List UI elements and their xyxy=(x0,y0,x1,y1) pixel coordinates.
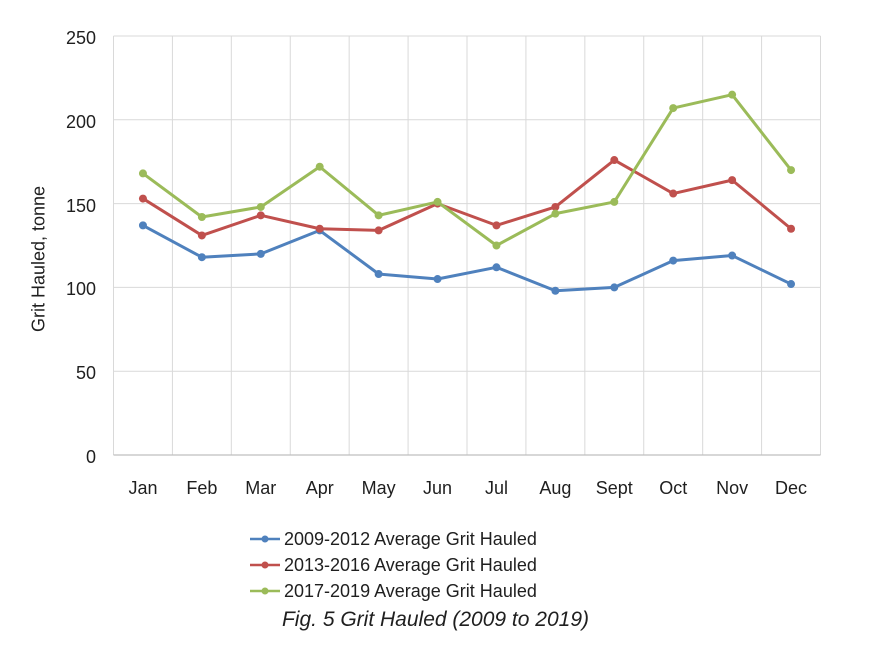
data-point-marker xyxy=(197,213,206,222)
data-point-marker xyxy=(728,176,737,185)
data-point-marker xyxy=(610,156,619,165)
legend-line-marker-icon xyxy=(250,535,280,543)
data-point-marker xyxy=(374,269,383,278)
data-point-marker xyxy=(433,197,442,206)
data-point-marker xyxy=(551,209,560,218)
data-point-marker xyxy=(138,194,147,203)
data-point-marker xyxy=(787,166,796,175)
x-tick-label: Aug xyxy=(539,478,572,498)
legend-line-marker-icon xyxy=(250,587,280,595)
x-tick-label: Apr xyxy=(305,478,334,498)
legend-item: 2017-2019 Average Grit Hauled xyxy=(250,578,537,604)
data-point-marker xyxy=(492,241,501,250)
data-point-marker xyxy=(669,104,678,113)
data-point-marker xyxy=(256,211,265,220)
y-tick-label: 200 xyxy=(65,111,96,132)
x-tick-label: Oct xyxy=(659,478,688,498)
legend-label: 2009-2012 Average Grit Hauled xyxy=(284,528,537,549)
legend-line-marker-icon xyxy=(250,561,280,569)
data-point-marker xyxy=(256,249,265,258)
y-tick-label: 100 xyxy=(65,279,96,300)
legend-item: 2013-2016 Average Grit Hauled xyxy=(250,552,537,578)
data-point-marker xyxy=(728,90,737,99)
data-point-marker xyxy=(374,211,383,220)
x-tick-label: Mar xyxy=(245,478,277,498)
data-point-marker xyxy=(492,221,501,230)
x-tick-label: Sept xyxy=(595,478,633,498)
x-tick-label: Feb xyxy=(186,478,218,498)
data-point-marker xyxy=(551,286,560,295)
series-line-1 xyxy=(141,158,793,237)
y-tick-label: 50 xyxy=(75,363,96,384)
data-point-marker xyxy=(138,221,147,230)
data-point-marker xyxy=(315,224,324,233)
data-point-marker xyxy=(610,197,619,206)
data-point-marker xyxy=(197,231,206,240)
figure-caption: Fig. 5 Grit Hauled (2009 to 2019) xyxy=(281,608,589,631)
data-point-marker xyxy=(433,275,442,284)
x-tick-label: Jun xyxy=(423,478,453,498)
y-tick-label: 0 xyxy=(85,447,96,467)
data-point-marker xyxy=(610,283,619,292)
chart-legend: 2009-2012 Average Grit Hauled 2013-2016 A… xyxy=(250,526,537,604)
data-point-marker xyxy=(787,224,796,233)
y-tick-label: 250 xyxy=(65,28,96,48)
legend-label: 2017-2019 Average Grit Hauled xyxy=(284,580,537,601)
x-tick-label: Jan xyxy=(128,478,158,498)
data-point-marker xyxy=(256,202,265,211)
data-point-marker xyxy=(492,263,501,272)
x-tick-label: Jul xyxy=(484,478,508,498)
y-tick-label: 150 xyxy=(65,195,96,216)
data-point-marker xyxy=(197,253,206,262)
data-point-marker xyxy=(315,162,324,171)
data-point-marker xyxy=(787,280,796,289)
data-point-marker xyxy=(669,256,678,265)
series-line-0 xyxy=(141,223,793,293)
data-point-marker xyxy=(728,251,737,260)
x-tick-label: Dec xyxy=(775,478,808,498)
data-point-marker xyxy=(551,202,560,211)
x-tick-label: Nov xyxy=(716,478,749,498)
data-point-marker xyxy=(669,189,678,198)
legend-label: 2013-2016 Average Grit Hauled xyxy=(284,554,537,575)
data-point-marker xyxy=(374,226,383,235)
x-tick-label: May xyxy=(361,478,396,498)
legend-item: 2009-2012 Average Grit Hauled xyxy=(250,526,537,552)
data-point-marker xyxy=(138,169,147,178)
series-line-2 xyxy=(141,93,793,247)
